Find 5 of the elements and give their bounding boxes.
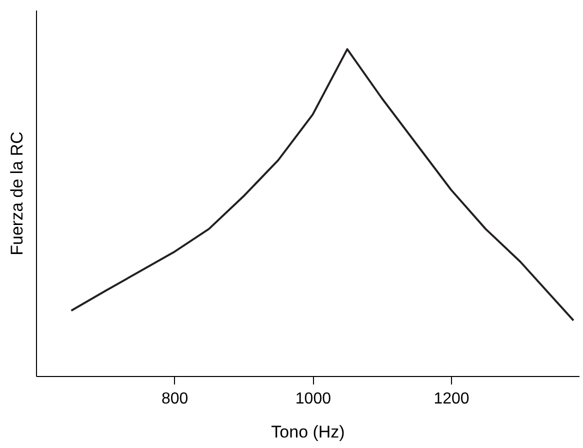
x-tick-label: 1000 bbox=[295, 390, 332, 408]
x-tick-label: 800 bbox=[161, 390, 188, 408]
y-axis-title: Fuerza de la RC bbox=[8, 132, 26, 256]
x-axis-title: Tono (Hz) bbox=[271, 422, 345, 442]
x-tick-label: 1200 bbox=[434, 390, 470, 408]
